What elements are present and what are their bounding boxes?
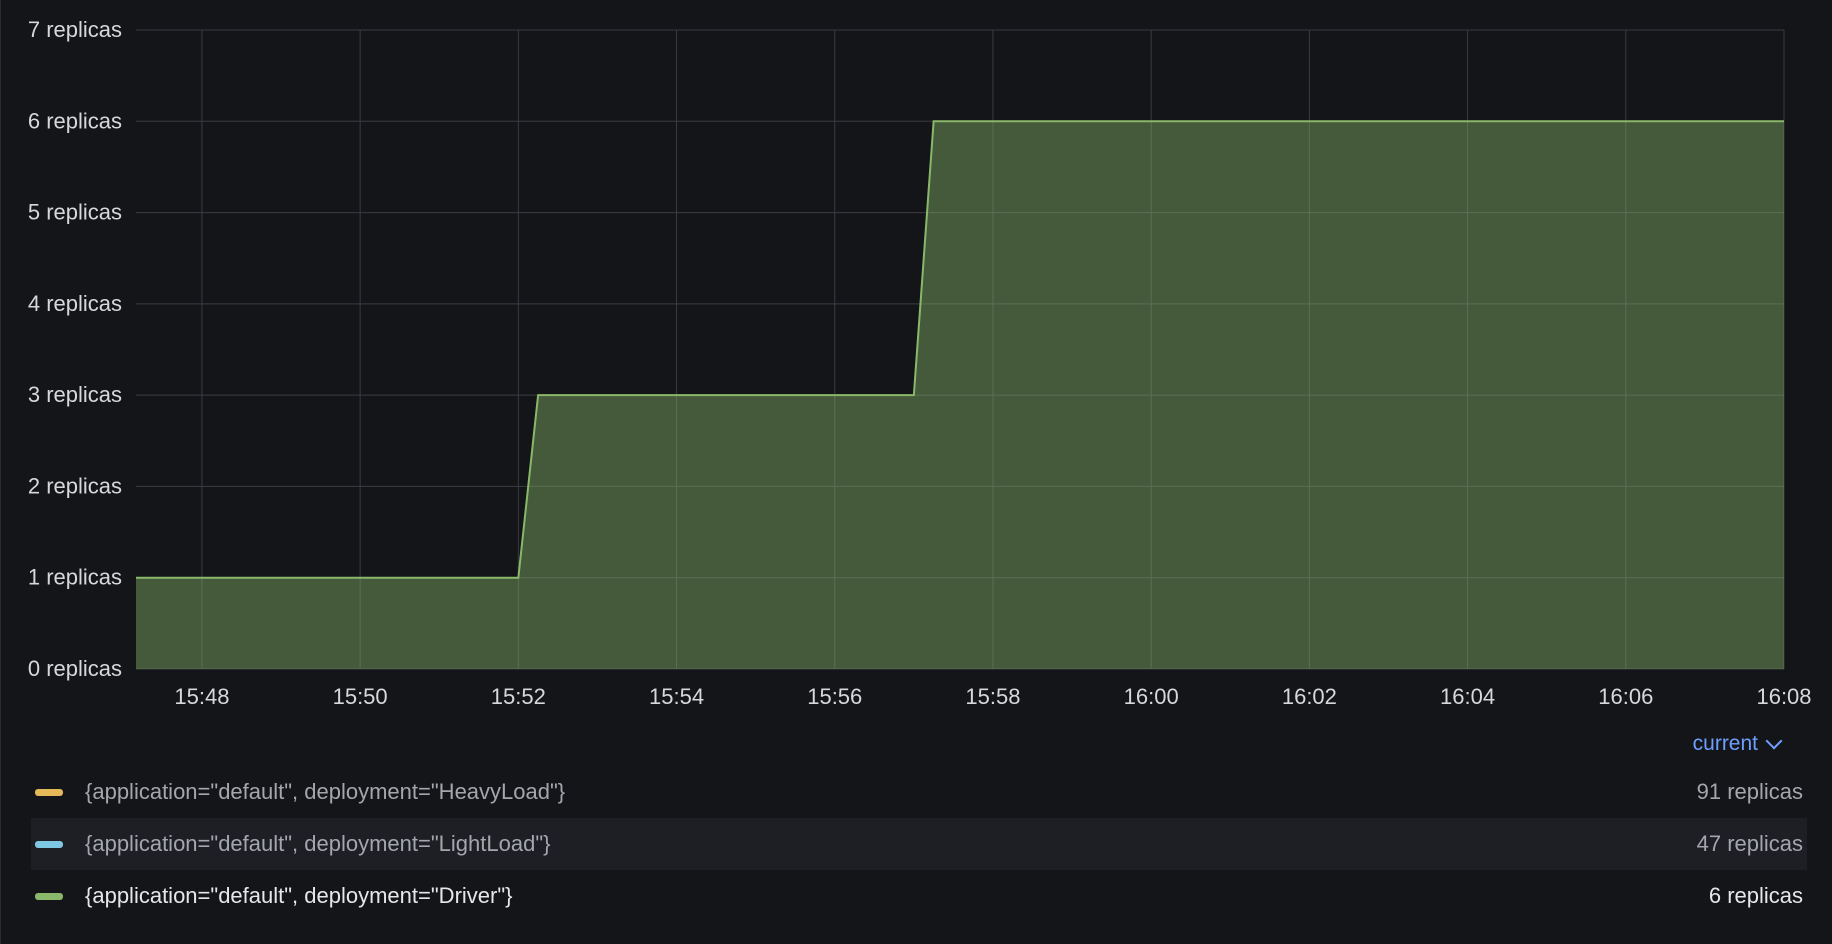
chevron-down-icon — [1765, 732, 1783, 750]
series-color-swatch — [35, 892, 63, 900]
x-tick-label: 15:48 — [174, 684, 229, 709]
series-color-swatch — [35, 840, 63, 848]
legend-item-label: {application="default", deployment="Heav… — [85, 779, 566, 804]
legend-item-label: {application="default", deployment="Ligh… — [85, 831, 551, 856]
y-tick-label: 5 replicas — [28, 200, 122, 225]
x-tick-label: 15:54 — [649, 684, 704, 709]
x-tick-label: 16:08 — [1756, 684, 1811, 709]
series-color-swatch — [35, 788, 63, 796]
x-tick-label: 16:06 — [1598, 684, 1653, 709]
y-tick-label: 7 replicas — [28, 17, 122, 42]
legend-item-heavyload[interactable]: {application="default", deployment="Heav… — [31, 766, 1807, 818]
y-tick-label: 4 replicas — [28, 291, 122, 316]
x-tick-label: 16:02 — [1282, 684, 1337, 709]
y-tick-label: 6 replicas — [28, 108, 122, 133]
series-line-driver — [136, 120, 1784, 579]
legend-item-value: 91 replicas — [1696, 779, 1803, 804]
x-tick-label: 16:00 — [1124, 684, 1179, 709]
legend-sort-label: current — [1692, 732, 1758, 755]
legend-item-value: 6 replicas — [1708, 883, 1803, 908]
legend-sort-dropdown[interactable]: current — [1692, 728, 1783, 760]
x-tick-label: 15:56 — [807, 684, 862, 709]
x-tick-label: 15:58 — [965, 684, 1020, 709]
x-tick-label: 15:50 — [333, 684, 388, 709]
legend: {application="default", deployment="Heav… — [31, 766, 1807, 922]
legend-item-lightload[interactable]: {application="default", deployment="Ligh… — [31, 818, 1807, 870]
legend-item-label: {application="default", deployment="Driv… — [85, 883, 513, 908]
y-tick-label: 0 replicas — [28, 656, 122, 681]
chart-plot-area[interactable]: 0 replicas 1 replicas 2 replicas 3 replicas… — [1, 0, 1832, 720]
legend-item-driver[interactable]: {application="default", deployment="Driv… — [31, 870, 1807, 922]
series-area-driver — [136, 121, 1784, 670]
legend-item-value: 47 replicas — [1696, 831, 1803, 856]
y-tick-label: 1 replicas — [28, 565, 122, 590]
x-tick-label: 15:52 — [491, 684, 546, 709]
x-tick-label: 16:04 — [1440, 684, 1495, 709]
y-tick-label: 2 replicas — [28, 473, 122, 498]
y-tick-label: 3 replicas — [28, 382, 122, 407]
